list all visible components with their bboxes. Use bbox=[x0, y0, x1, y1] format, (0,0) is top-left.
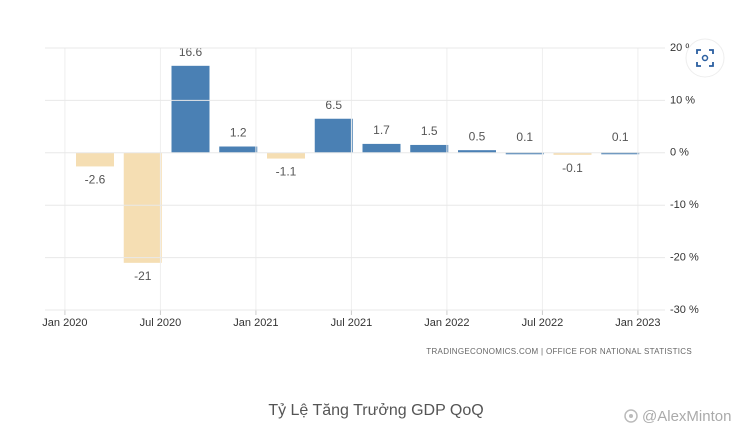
y-tick-label: 10 % bbox=[670, 94, 695, 106]
x-tick-label: Jan 2022 bbox=[424, 317, 469, 329]
watermark: @AlexMinton bbox=[642, 408, 731, 425]
value-label: 1.5 bbox=[421, 124, 438, 138]
x-tick-label: Jan 2021 bbox=[233, 317, 278, 329]
value-label: -0.1 bbox=[562, 161, 583, 175]
bar bbox=[410, 144, 449, 153]
y-tick-label: 0 % bbox=[670, 147, 689, 159]
bar bbox=[553, 152, 592, 155]
bar bbox=[314, 118, 353, 153]
y-tick-label: -10 % bbox=[670, 199, 699, 211]
value-label: 1.7 bbox=[373, 123, 390, 137]
y-tick-label: -20 % bbox=[670, 252, 699, 264]
value-label: 6.5 bbox=[325, 98, 342, 112]
value-label: 0.1 bbox=[516, 130, 533, 144]
y-tick-label: -30 % bbox=[670, 304, 699, 316]
value-label: 0.5 bbox=[469, 129, 486, 143]
x-tick-label: Jul 2020 bbox=[140, 317, 182, 329]
x-tick-label: Jul 2021 bbox=[331, 317, 373, 329]
bar bbox=[362, 143, 401, 153]
bar bbox=[219, 146, 258, 153]
x-tick-label: Jan 2020 bbox=[42, 317, 87, 329]
x-tick-label: Jul 2022 bbox=[522, 317, 564, 329]
x-tick-label: Jan 2023 bbox=[615, 317, 660, 329]
bar bbox=[171, 65, 210, 153]
value-label: 0.1 bbox=[612, 130, 629, 144]
chart-title: Tỷ Lệ Tăng Trưởng GDP QoQ bbox=[268, 402, 483, 419]
bar bbox=[458, 150, 496, 153]
value-label: 16.6 bbox=[179, 45, 203, 59]
scan-button[interactable] bbox=[685, 38, 725, 78]
value-label: -1.1 bbox=[276, 165, 297, 179]
value-label: -21 bbox=[134, 269, 152, 283]
watermark-icon bbox=[624, 409, 638, 423]
bar bbox=[123, 152, 162, 263]
source: TRADINGECONOMICS.COM | OFFICE FOR NATION… bbox=[426, 347, 692, 356]
bar bbox=[267, 152, 305, 159]
bar bbox=[76, 152, 114, 167]
value-label: -2.6 bbox=[85, 173, 106, 187]
value-label: 1.2 bbox=[230, 126, 247, 140]
